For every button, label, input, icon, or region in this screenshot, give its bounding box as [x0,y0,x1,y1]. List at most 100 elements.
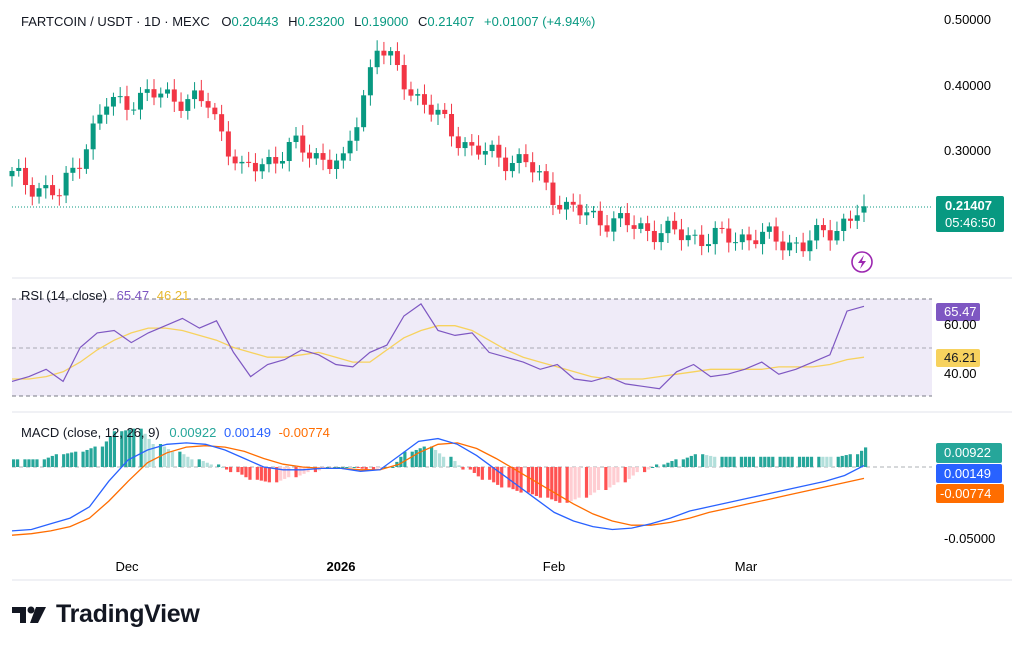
macd-title: MACD (close, 12, 26, 9) [21,425,160,440]
macd-hist-bar [829,456,833,467]
candles-layer [9,40,867,261]
macd-hist-bar [655,464,659,467]
candle-body [137,92,143,110]
macd-hist-bar [860,450,864,467]
candle-body [259,164,265,172]
macd-hist-bar [379,467,384,468]
macd-hist-bar [519,467,523,493]
candle-body [408,89,414,96]
candle-body [685,235,691,241]
macd-hist-bar [197,459,201,467]
macd-hist-bar [747,456,752,467]
macd-hist-bar [50,455,54,467]
candle-body [746,234,752,241]
macd-hist-bar [627,467,631,479]
candle-body [144,89,150,93]
candle-body [50,185,56,196]
candle-body [773,226,779,242]
candle-body [381,50,387,56]
macd-hist-bar [728,456,732,467]
macd-hist-bar [449,456,453,467]
candle-body [807,240,813,252]
macd-hist-bar [651,467,655,468]
macd-hist-bar [782,456,786,467]
low-value: 0.19000 [361,14,408,29]
candle-body [719,227,725,229]
candle-body [286,142,292,162]
macd-badge [936,464,1002,483]
macd-hist-bar [631,467,635,476]
macd-hist-bar [526,467,531,493]
candle-body [63,172,69,196]
macd-hist-bar [461,467,465,470]
candle-body [219,114,225,132]
macd-histogram-layer [12,428,868,503]
macd-hist-bar [558,467,562,503]
macd-hist-bar [31,459,35,467]
candle-body [388,51,394,56]
macd-hist-bar [414,449,418,467]
candle-body [131,109,137,111]
macd-hist-bar [182,454,186,467]
macd-hist-bar [438,453,442,467]
candle-body [421,94,427,105]
macd-hist-bar [453,461,457,467]
macd-hist-bar [100,446,105,467]
macd-hist-bar [147,438,151,467]
macd-hist-bar [685,457,689,467]
candle-body [225,131,231,157]
macd-hist-bar [681,459,685,467]
macd-hist-bar [720,456,724,467]
candle-body [665,220,671,234]
candle-body [354,127,360,141]
candle-body [523,154,529,163]
macd-hist-bar [143,433,147,467]
candle-body [90,123,96,150]
lightning-icon[interactable] [851,251,873,273]
macd-hist-bar [674,459,678,467]
candle-body [638,223,644,229]
macd-hist-bar [739,456,744,467]
macd-hist-bar [356,467,360,468]
candle-body [604,225,610,232]
candle-body [597,210,603,226]
tradingview-logo[interactable]: TradingView [12,600,200,629]
symbol-label: FARTCOIN / USDT · 1D · MEXC [21,14,210,29]
candle-body [56,195,62,197]
macd-hist-bar [132,428,136,467]
macd-hist-bar [515,467,519,491]
macd-hist-bar [588,467,593,496]
macd-hist-bar [751,456,756,467]
candle-body [43,185,49,189]
rsi-ma-badge-text: 46.21 [944,350,977,365]
candle-body [503,157,509,172]
macd-hist-bar [74,451,78,467]
macd-hist-badge-text: 0.00922 [944,445,991,460]
macd-hist-bar [705,455,709,467]
candle-body [252,162,258,172]
macd-hist-bar [836,456,840,467]
macd-hist-bar [166,449,171,467]
close-label: C [418,14,427,29]
candle-body [861,206,867,213]
macd-hist-bar [240,467,244,475]
candle-body [624,213,630,226]
candle-body [780,241,786,251]
macd-hist-bar [313,467,318,473]
candle-body [36,188,42,197]
candle-body [165,89,171,94]
macd-hist-bar [112,431,117,467]
candle-body [198,90,204,102]
macd-hist-bar [693,454,697,467]
macd-hist-bar [375,467,380,469]
macd-hist-bar [647,467,651,470]
candle-body [841,218,847,232]
macd-hist-bar [205,462,209,467]
signal-badge-text: -0.00774 [940,486,991,501]
macd-hist-bar [337,467,341,468]
signal-line [11,442,865,536]
candle-body [787,242,793,251]
candle-body [334,160,340,170]
macd-hist-bar [817,456,821,467]
